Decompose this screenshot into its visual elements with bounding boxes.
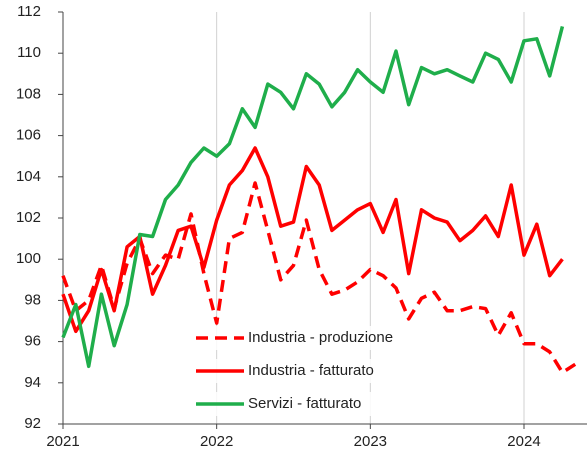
y-tick-label: 106 bbox=[16, 127, 41, 144]
legend-label: Industria - produzione bbox=[248, 329, 393, 346]
y-tick-label: 100 bbox=[16, 250, 41, 267]
y-tick-label: 108 bbox=[16, 85, 41, 102]
legend-label: Industria - fatturato bbox=[248, 362, 374, 379]
y-tick-label: 98 bbox=[24, 291, 41, 308]
series-line bbox=[61, 146, 564, 334]
legend-bg bbox=[192, 326, 432, 350]
series-line bbox=[61, 25, 565, 369]
y-tick-label: 102 bbox=[16, 209, 41, 226]
x-tick-label: 2021 bbox=[46, 433, 79, 450]
y-tick-label: 96 bbox=[24, 333, 41, 350]
y-tick-label: 94 bbox=[24, 374, 41, 391]
x-tick-label: 2023 bbox=[354, 433, 387, 450]
x-tick-label: 2022 bbox=[200, 433, 233, 450]
x-tick-label: 2024 bbox=[507, 433, 540, 450]
series-line bbox=[61, 181, 577, 375]
legend-label: Servizi - fatturato bbox=[248, 395, 361, 412]
y-tick-label: 104 bbox=[16, 168, 41, 185]
y-tick-label: 92 bbox=[24, 415, 41, 432]
y-tick-label: 112 bbox=[17, 3, 41, 20]
y-tick-label: 110 bbox=[17, 44, 41, 61]
